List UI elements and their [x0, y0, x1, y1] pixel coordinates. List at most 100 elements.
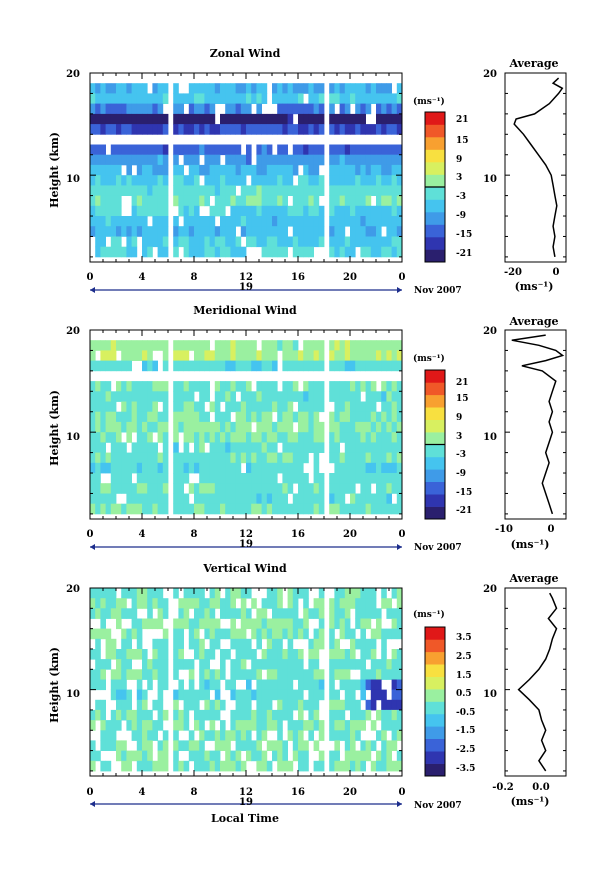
heatmap-cell	[303, 720, 309, 731]
heatmap-cell	[90, 760, 96, 772]
colorbar-tick: -1.5	[456, 726, 475, 736]
heatmap-cell	[339, 401, 346, 413]
heatmap-cell	[126, 503, 132, 515]
heatmap-cell	[360, 340, 366, 351]
heatmap-cell	[334, 340, 340, 351]
heatmap-cell	[396, 432, 403, 443]
heatmap-cell	[147, 442, 153, 453]
colorbar-swatch	[425, 469, 445, 482]
heatmap-cell	[339, 350, 346, 361]
heatmap-cell	[381, 659, 387, 670]
heatmap-cell	[214, 628, 221, 640]
heatmap-cell	[251, 93, 257, 104]
y-tick: 20	[66, 584, 80, 595]
panel-title: Meridional Wind	[193, 304, 297, 317]
heatmap-cell	[282, 381, 288, 392]
heatmap-cell	[344, 175, 351, 186]
heatmap-cell	[214, 699, 221, 711]
heatmap-cell	[157, 608, 164, 619]
heatmap-cell	[313, 432, 320, 443]
heatmap-cell	[126, 699, 132, 711]
heatmap-cell	[90, 205, 96, 217]
heatmap-cell	[386, 462, 392, 474]
heatmap-cell	[240, 432, 247, 443]
heatmap-cell	[204, 226, 210, 237]
heatmap-cell	[214, 93, 221, 104]
heatmap-cell	[188, 462, 195, 474]
heatmap-cell	[209, 175, 216, 186]
heatmap-cell	[376, 659, 382, 670]
heatmap-cell	[386, 421, 392, 433]
heatmap-cell	[376, 411, 382, 423]
heatmap-cell	[100, 421, 106, 433]
heatmap-cell	[110, 462, 117, 474]
heatmap-cell	[157, 638, 164, 650]
heatmap-cell	[188, 164, 195, 176]
heatmap-cell	[355, 205, 361, 217]
heatmap-cell	[355, 124, 361, 135]
heatmap-cell	[194, 638, 200, 650]
heatmap-cell	[256, 483, 262, 494]
heatmap-cell	[220, 452, 226, 464]
heatmap-cell	[251, 503, 257, 515]
heatmap-cell	[391, 760, 398, 772]
heatmap-cell	[261, 432, 268, 443]
heatmap-cell	[282, 689, 288, 701]
day-span-arrow	[90, 544, 95, 550]
heatmap-cell	[298, 452, 304, 464]
heatmap-cell	[162, 493, 169, 505]
heatmap-cell	[318, 503, 325, 515]
heatmap-cell	[355, 452, 361, 464]
heatmap-cell	[131, 598, 138, 609]
heatmap-cell	[204, 216, 210, 227]
heatmap-cell	[277, 452, 283, 464]
heatmap-cell	[100, 462, 106, 474]
heatmap-cell	[214, 154, 221, 166]
heatmap-cell	[142, 236, 148, 248]
heatmap-cell	[298, 720, 304, 731]
heatmap-cell	[246, 124, 252, 135]
heatmap-cell	[126, 154, 132, 166]
heatmap-cell	[360, 598, 366, 609]
heatmap-cell	[272, 659, 278, 670]
heatmap-cell	[121, 669, 127, 680]
heatmap-cell	[391, 699, 398, 711]
heatmap-cell	[282, 216, 288, 227]
heatmap-cell	[370, 124, 377, 135]
heatmap-cell	[105, 503, 112, 515]
heatmap-cell	[308, 350, 314, 361]
heatmap-cell	[251, 740, 257, 751]
heatmap-cell	[100, 608, 106, 619]
heatmap-cell	[116, 608, 122, 619]
heatmap-cell	[131, 588, 138, 599]
heatmap-cell	[230, 144, 236, 156]
heatmap-cell	[235, 350, 242, 361]
heatmap-cell	[339, 493, 346, 505]
heatmap-cell	[95, 473, 101, 484]
heatmap-cell	[334, 638, 340, 650]
heatmap-cell	[183, 709, 190, 721]
heatmap-cell	[386, 699, 392, 711]
heatmap-cell	[126, 638, 132, 650]
heatmap-cell	[292, 185, 299, 196]
heatmap-cell	[318, 113, 325, 125]
heatmap-cell	[261, 124, 268, 135]
heatmap-cell	[90, 740, 96, 751]
heatmap-cell	[178, 205, 184, 217]
colorbar-swatch	[425, 627, 445, 640]
heatmap-cell	[360, 750, 366, 762]
heatmap-cell	[204, 175, 210, 186]
heatmap-cell	[251, 391, 257, 402]
heatmap-cell	[370, 164, 377, 176]
heatmap-cell	[282, 740, 288, 751]
heatmap-cell	[360, 760, 366, 772]
heatmap-cell	[90, 608, 96, 619]
heatmap-cell	[136, 730, 143, 741]
heatmap-cell	[256, 608, 262, 619]
heatmap-cell	[256, 124, 262, 135]
heatmap-cell	[152, 760, 158, 772]
heatmap-cell	[157, 699, 164, 711]
heatmap-cell	[178, 720, 184, 731]
colorbar-swatch	[425, 174, 445, 188]
heatmap-cell	[261, 503, 268, 515]
